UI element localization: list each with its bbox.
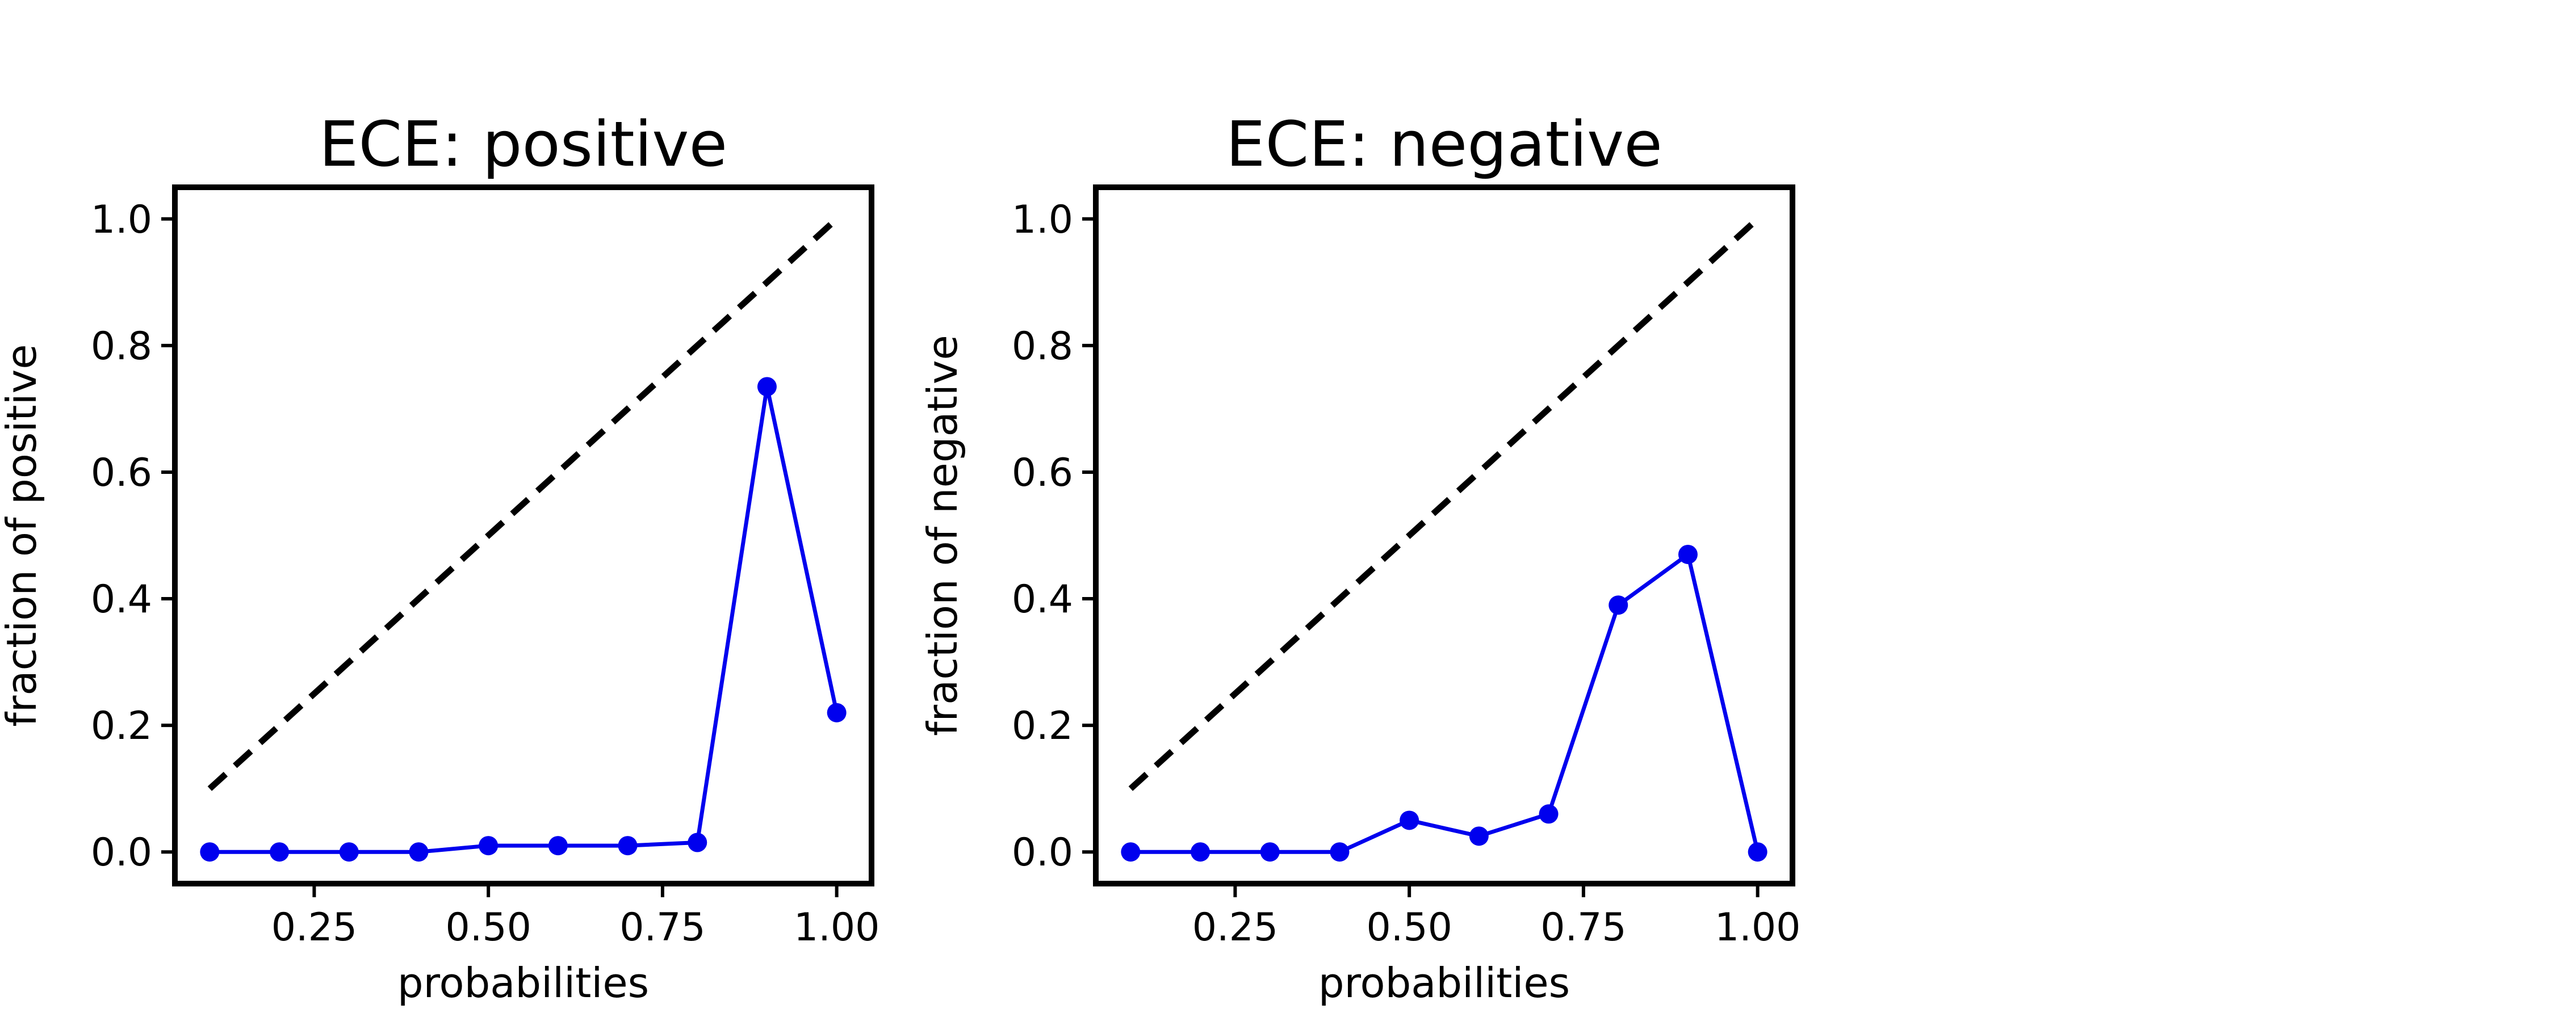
axes-frame: [1093, 184, 1795, 886]
data-point: [1330, 842, 1350, 862]
y-tick-label: 1.0: [91, 197, 152, 242]
data-point: [1469, 826, 1489, 846]
data-point: [1678, 544, 1698, 564]
y-axis-label: fraction of negative: [919, 335, 966, 736]
data-point: [1400, 810, 1419, 830]
series-line: [1130, 552, 1760, 854]
y-tick-label: 0.0: [91, 830, 152, 875]
y-axis-label: fraction of positive: [0, 344, 45, 726]
reference-diagonal-line: [207, 216, 839, 791]
reference-diagonal-line: [1128, 216, 1760, 791]
plot-negative: ECE: negative 0.25 0.50 0.75 1.00 0.0 0.2 0.4 0.…: [919, 108, 1800, 1007]
x-tick-label: 1.00: [1715, 905, 1800, 950]
y-tick-label: 0.4: [91, 577, 152, 622]
y-tick-label: 1.0: [1012, 197, 1073, 242]
x-tick-label: 1.00: [794, 905, 879, 950]
y-tick-label: 0.4: [1012, 577, 1073, 622]
y-tick-label: 0.6: [1012, 451, 1073, 495]
chart-title: ECE: positive: [319, 108, 727, 180]
y-tick-label: 0.6: [91, 451, 152, 495]
data-point: [270, 842, 290, 862]
data-point: [1539, 804, 1559, 824]
data-point: [827, 703, 847, 722]
data-point: [688, 833, 707, 852]
data-point: [757, 377, 777, 397]
data-point: [1121, 842, 1141, 862]
x-tick-label: 0.50: [1366, 905, 1452, 950]
x-axis-label: probabilities: [397, 959, 649, 1007]
axes-frame: [172, 184, 874, 886]
data-point: [409, 842, 429, 862]
plot-positive: ECE: positive 0.25 0.50 0.75 1.00 0.0 0.2 0.4 0.…: [0, 108, 879, 1007]
y-tick-label: 0.2: [1012, 704, 1073, 749]
series-line: [210, 384, 839, 854]
data-point: [1748, 842, 1767, 862]
data-point: [1260, 842, 1280, 862]
x-tick-label: 0.25: [1192, 905, 1278, 950]
y-tick-label: 0.2: [91, 704, 152, 749]
x-tick-label: 0.50: [445, 905, 531, 950]
x-tick-label: 0.75: [619, 905, 705, 950]
data-point: [339, 842, 359, 862]
data-point: [548, 836, 568, 856]
x-axis-label: probabilities: [1318, 959, 1570, 1007]
data-point: [479, 836, 499, 856]
x-tick-label: 0.75: [1540, 905, 1626, 950]
y-tick-label: 0.8: [1012, 324, 1073, 369]
y-tick-label: 0.8: [91, 324, 152, 369]
chart-title: ECE: negative: [1226, 108, 1662, 180]
data-point: [618, 836, 638, 856]
data-point: [1609, 595, 1628, 615]
data-point: [1191, 842, 1210, 862]
x-tick-label: 0.25: [271, 905, 357, 950]
y-tick-label: 0.0: [1012, 830, 1073, 875]
data-point: [200, 842, 220, 862]
